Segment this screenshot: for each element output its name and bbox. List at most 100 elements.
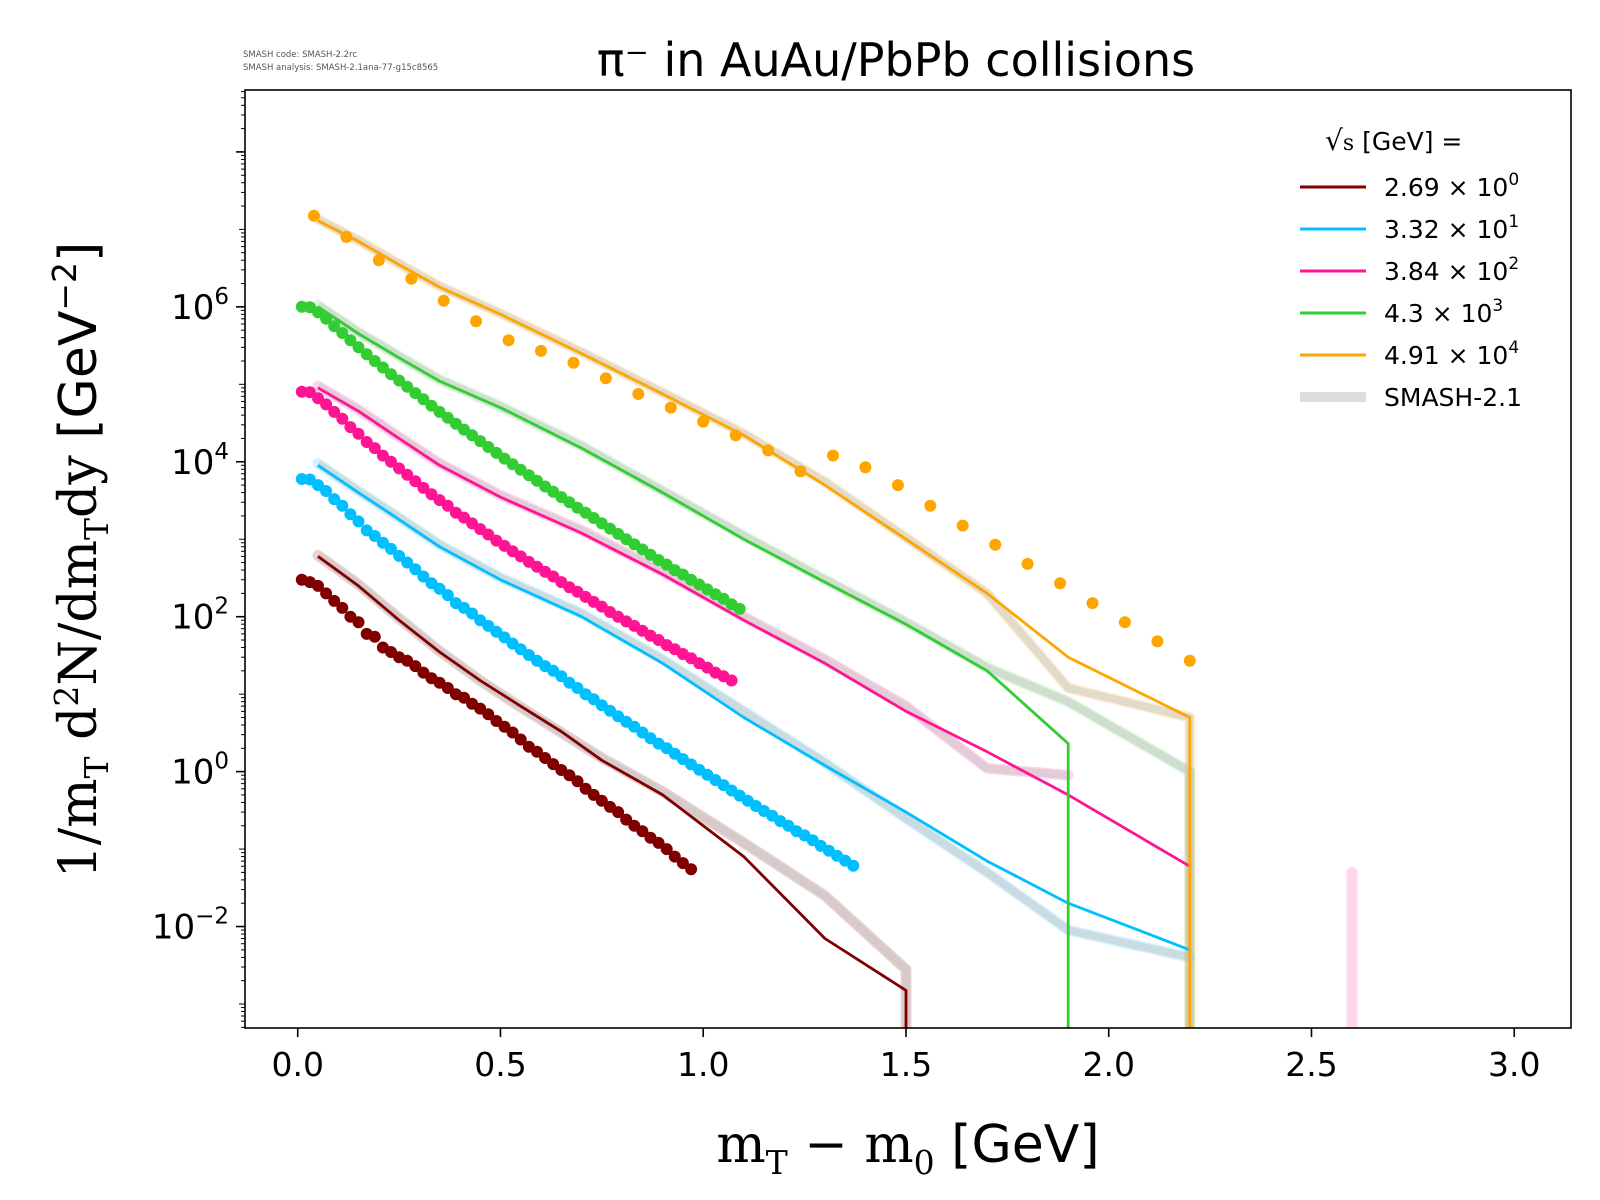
- legend-label: 2.69 × 100: [1384, 170, 1519, 202]
- data-point: [312, 579, 324, 592]
- code-version-line: SMASH code: SMASH-2.2rc: [243, 50, 357, 60]
- data-point: [1054, 577, 1067, 590]
- series-line-1: [317, 464, 1191, 952]
- data-point: [725, 674, 738, 687]
- data-point: [376, 361, 389, 374]
- data-point: [344, 421, 357, 434]
- data-point: [344, 334, 357, 347]
- legend: √s [GeV] = 2.69 × 100 3.32 × 101 3.84 × 10…: [1300, 124, 1522, 412]
- data-point: [393, 549, 406, 562]
- data-point: [433, 582, 446, 595]
- data-point: [352, 341, 365, 354]
- chart-title: π⁻ in AuAu/PbPb collisions: [597, 33, 1195, 87]
- y-axis: 106 104 102 100 10−2: [152, 91, 245, 1028]
- series-line-4: [317, 219, 1192, 1028]
- data-point: [320, 587, 333, 600]
- data-point: [401, 468, 414, 481]
- data-point: [466, 607, 479, 620]
- data-point: [859, 461, 872, 474]
- plot-frame: [244, 89, 1572, 1029]
- data-point: [482, 708, 495, 721]
- data-point: [409, 563, 422, 576]
- y-tick-label: 104: [171, 439, 229, 483]
- data-point: [385, 542, 397, 555]
- data-point: [401, 556, 414, 569]
- data-point: [506, 726, 519, 739]
- data-point: [417, 570, 430, 583]
- smash-band-1: [315, 460, 1191, 962]
- data-point: [660, 843, 673, 856]
- data-point: [328, 405, 341, 418]
- data-point: [1183, 654, 1196, 667]
- legend-title: √s [GeV] =: [1325, 124, 1462, 157]
- data-point: [612, 806, 625, 819]
- data-point: [437, 294, 450, 307]
- legend-label: 3.32 × 101: [1384, 212, 1519, 244]
- data-point: [441, 682, 454, 694]
- data-point: [328, 594, 341, 607]
- x-tick-label: 1.5: [880, 1045, 932, 1084]
- x-tick-label: 0.5: [474, 1045, 526, 1084]
- data-point: [989, 538, 1002, 551]
- data-point: [368, 530, 381, 542]
- series-line-0: [317, 555, 908, 1028]
- data-point: [555, 670, 568, 683]
- data-point: [498, 631, 511, 644]
- x-axis-label: mT − m0 [GeV]: [716, 1115, 1099, 1182]
- data-point: [535, 344, 547, 357]
- data-point: [827, 449, 839, 462]
- data-point: [385, 368, 397, 381]
- data-point: [632, 388, 645, 400]
- data-point: [385, 455, 397, 468]
- data-point: [441, 499, 454, 512]
- data-point: [531, 745, 543, 758]
- data-point: [401, 380, 414, 393]
- data-point: [360, 348, 373, 361]
- x-tick-label: 1.0: [677, 1045, 729, 1084]
- legend-label: 4.91 × 104: [1384, 338, 1519, 370]
- data-point: [336, 412, 349, 425]
- data-point: [620, 813, 633, 826]
- data-point: [336, 601, 349, 614]
- data-point: [425, 399, 438, 412]
- data-point: [344, 508, 357, 521]
- data-point: [320, 398, 333, 411]
- data-point: [470, 315, 483, 328]
- data-point: [676, 857, 689, 870]
- data-point: [502, 334, 515, 347]
- data-point: [368, 630, 381, 643]
- data-point: [328, 320, 341, 333]
- data-point: [1021, 557, 1034, 570]
- data-point: [393, 462, 406, 475]
- data-point: [417, 481, 430, 494]
- y-tick-label: 106: [171, 284, 229, 328]
- data-point: [652, 836, 665, 849]
- data-point: [794, 465, 807, 478]
- data-point: [352, 616, 365, 629]
- data-point: [352, 515, 365, 528]
- series-line-2: [317, 386, 1191, 868]
- y-tick-label: 10−2: [152, 904, 229, 948]
- y-tick-label: 102: [171, 594, 229, 638]
- x-tick-label: 2.0: [1082, 1045, 1134, 1084]
- data-point: [514, 733, 527, 746]
- data-point: [1118, 616, 1131, 629]
- legend-label: SMASH-2.1: [1384, 383, 1522, 412]
- data-point: [307, 209, 320, 222]
- data-point: [328, 493, 341, 506]
- data-point: [393, 374, 406, 387]
- data-point: [417, 393, 430, 406]
- data-point: [336, 327, 349, 339]
- data-point: [762, 444, 775, 457]
- data-point: [924, 499, 937, 512]
- legend-label: 3.84 × 102: [1384, 254, 1519, 286]
- data-point: [847, 859, 860, 872]
- data-point: [409, 660, 422, 673]
- data-point: [1086, 597, 1099, 610]
- data-point: [697, 415, 710, 428]
- analysis-version-line: SMASH analysis: SMASH-2.1ana-77-g15c8565: [243, 63, 438, 73]
- data-point: [1151, 635, 1164, 648]
- data-point: [571, 775, 584, 788]
- reference-band-1: [312, 458, 1196, 963]
